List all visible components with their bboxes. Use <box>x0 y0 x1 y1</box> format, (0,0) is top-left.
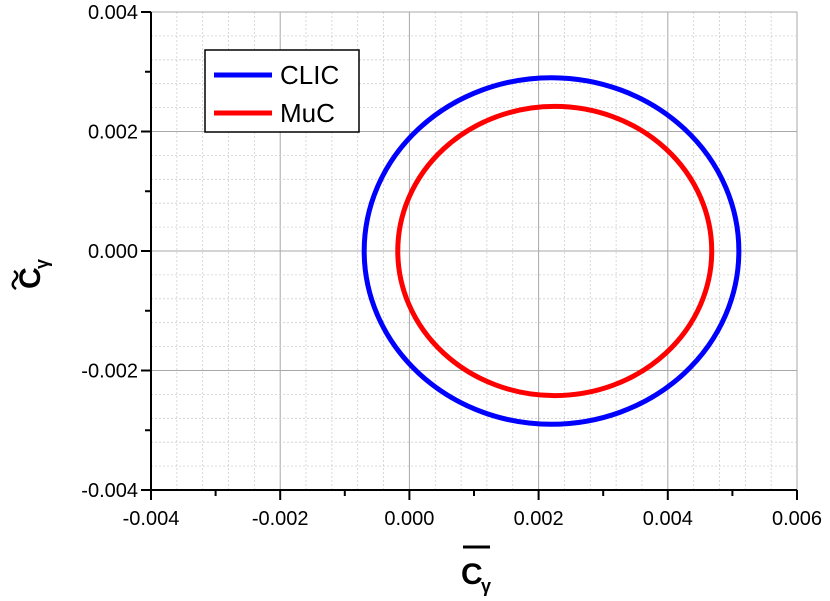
series-group <box>361 75 742 427</box>
series-muc-contour <box>395 103 715 399</box>
x-tick-label: 0.000 <box>384 508 434 530</box>
x-axis-label-subscript: γ <box>481 576 491 596</box>
legend: CLIC MuC <box>204 49 360 133</box>
y-axis-label-subscript: γ <box>32 259 52 269</box>
y-tick-label: 0.000 <box>88 241 138 263</box>
y-tick-label: -0.002 <box>81 361 138 383</box>
legend-label-clic: CLIC <box>280 60 339 90</box>
legend-label-muc: MuC <box>280 98 335 128</box>
y-tick-label: 0.004 <box>88 2 138 24</box>
x-axis-label: C γ <box>461 545 491 596</box>
tick-labels: -0.004 -0.002 0.000 0.002 0.004 0.006 -0.004 -0… <box>81 2 822 530</box>
axes <box>141 11 798 500</box>
y-axis-label-text: C <box>14 267 47 289</box>
y-axis-label: C γ <box>11 259 52 291</box>
x-tick-label: -0.004 <box>123 508 180 530</box>
x-axis-label-text: C <box>461 558 483 591</box>
x-tick-label: 0.002 <box>514 508 564 530</box>
y-axis-label-tilde <box>11 269 19 291</box>
legend-box <box>204 49 360 133</box>
y-tick-label: 0.002 <box>88 122 138 144</box>
x-tick-label: 0.004 <box>643 508 693 530</box>
x-tick-label: 0.006 <box>772 508 822 530</box>
x-tick-label: -0.002 <box>252 508 309 530</box>
series-clic-contour <box>361 75 742 427</box>
y-tick-label: -0.004 <box>81 480 138 502</box>
